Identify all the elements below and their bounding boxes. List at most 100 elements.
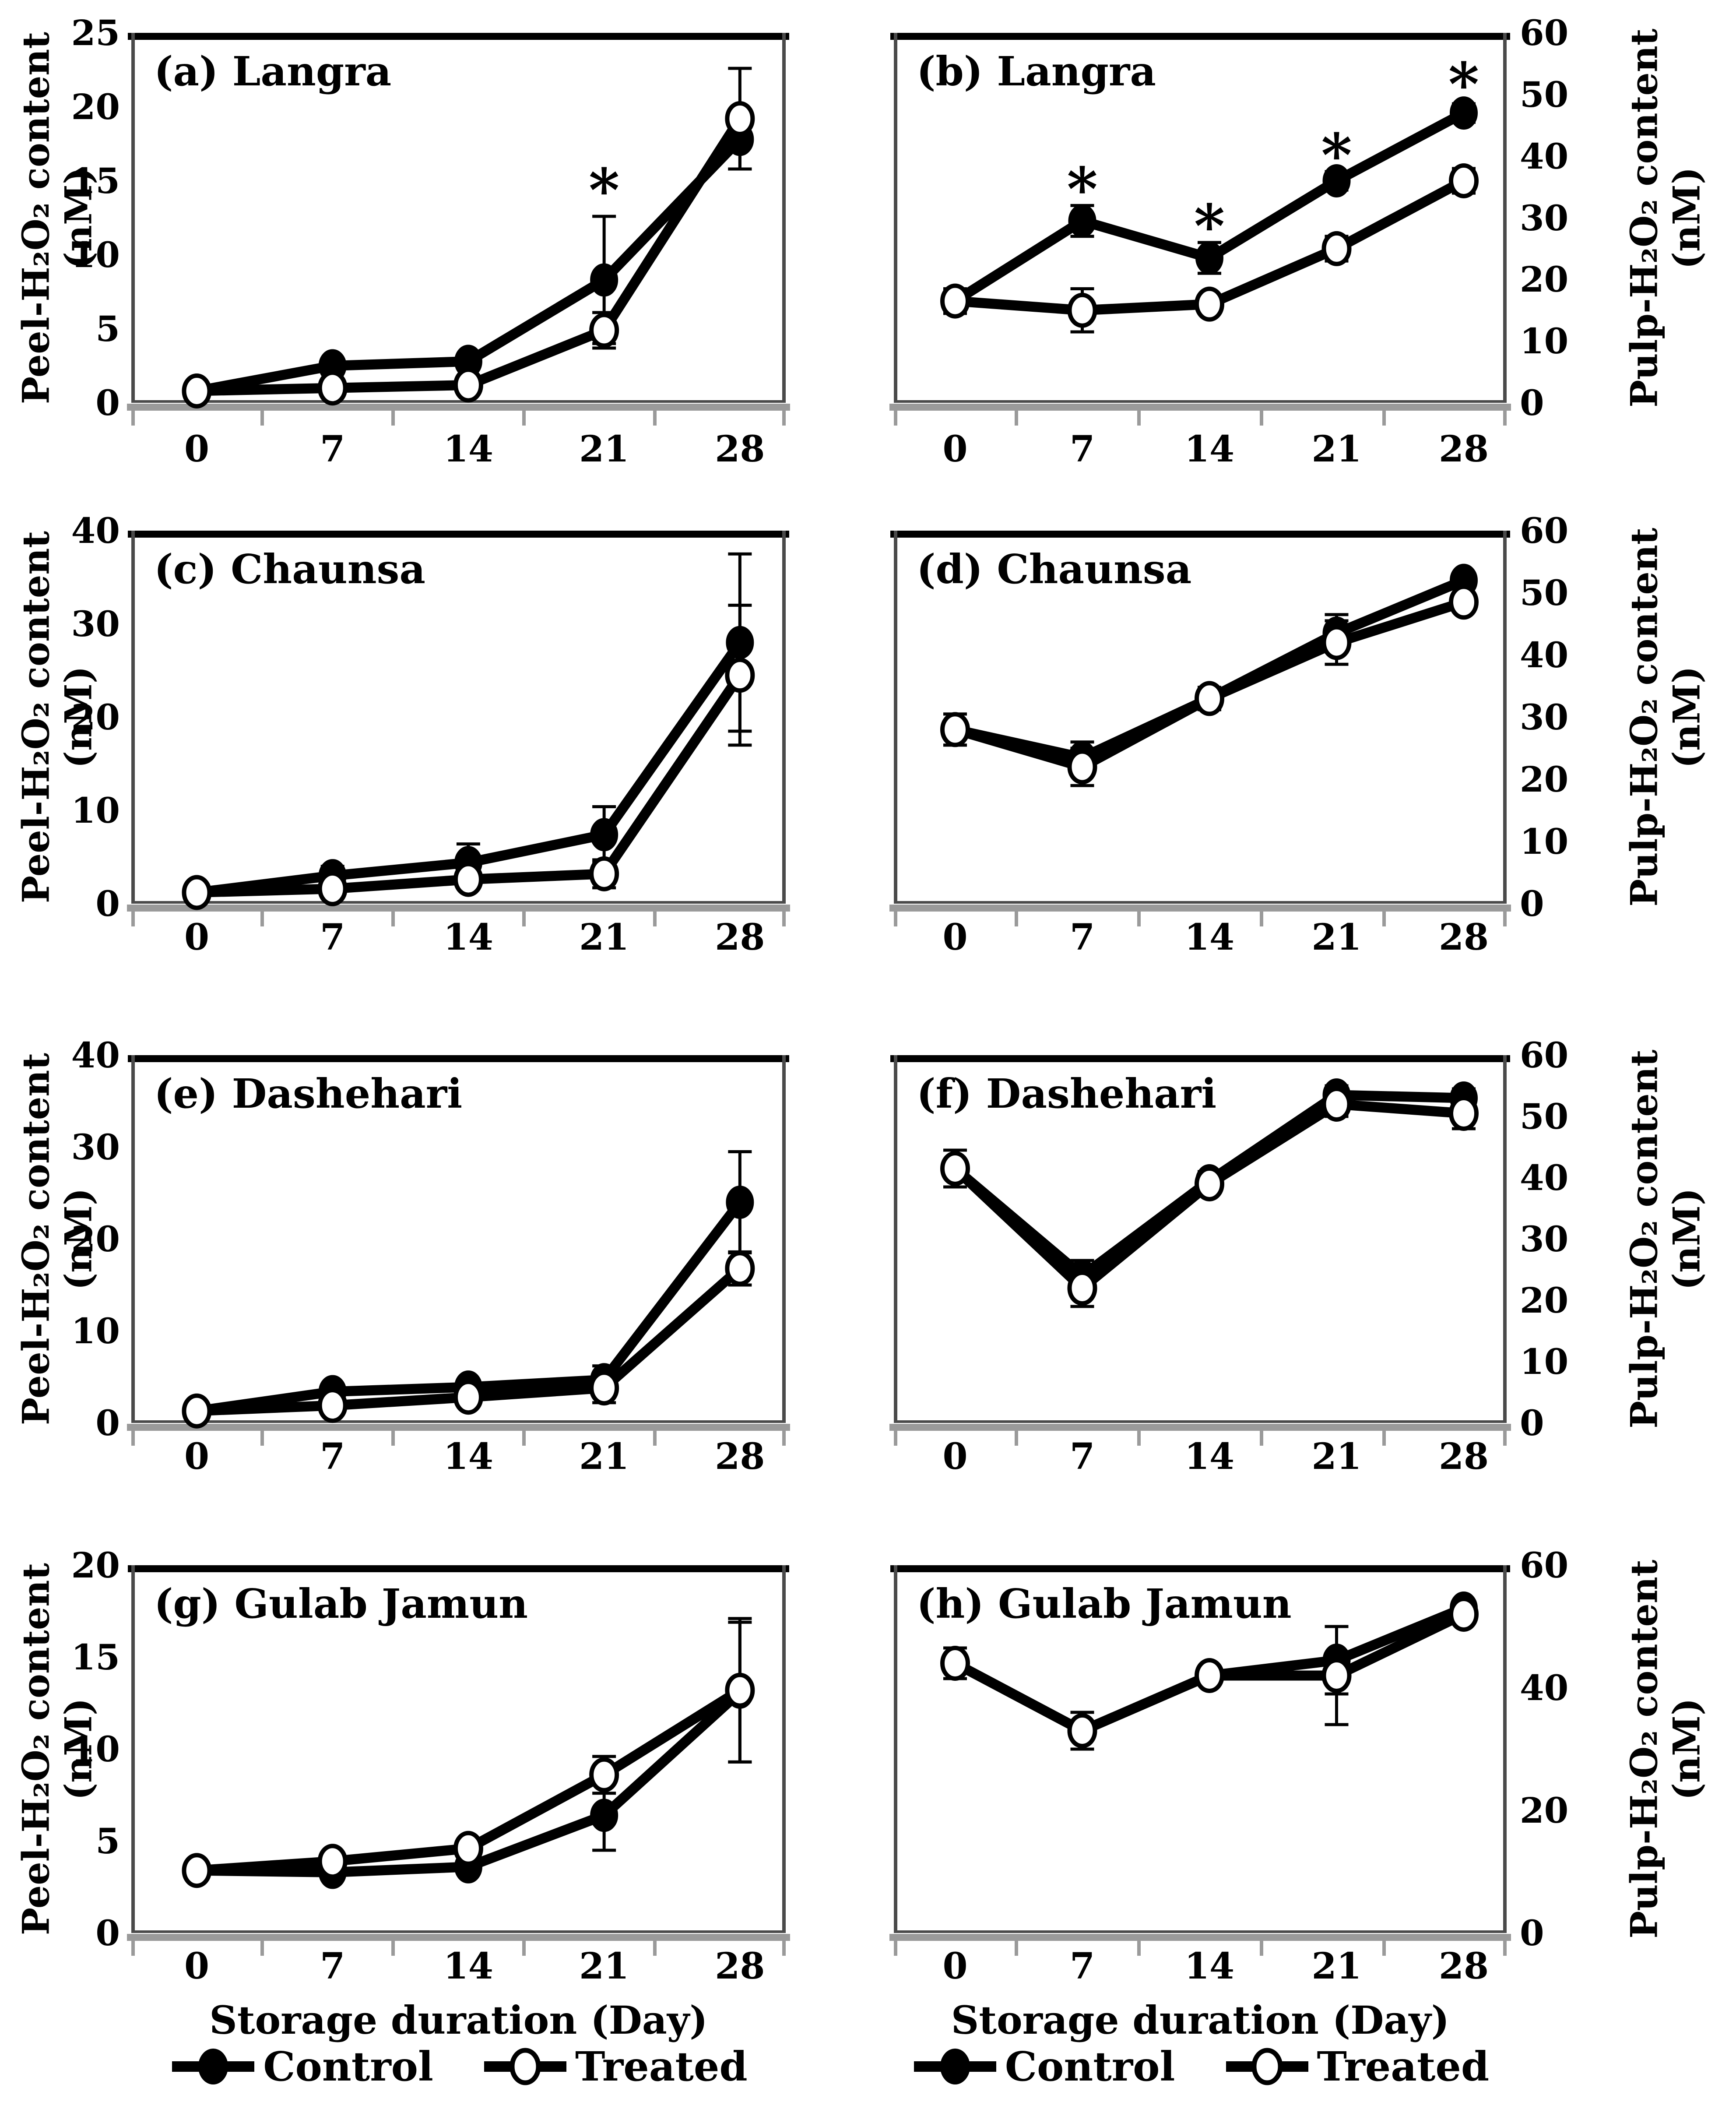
x-tick-label: 0 xyxy=(184,1945,210,1987)
panel-title: (g) Gulab Jamun xyxy=(154,1580,528,1627)
x-axis-ticks: 0 7 14 21 28 xyxy=(131,919,786,963)
x-axis-ticks: 0 7 14 21 28 xyxy=(131,1948,786,1992)
y-tick-label: 20 xyxy=(71,1545,120,1586)
chart-canvas xyxy=(127,1055,790,1446)
y-tick-label: 30 xyxy=(71,1127,120,1168)
x-tick-label: 14 xyxy=(443,428,493,470)
x-tick-label: 14 xyxy=(1184,428,1235,470)
panel-title: (b) Langra xyxy=(917,48,1156,95)
y-tick-label: 40 xyxy=(71,510,120,551)
y-axis-label-pulp: Pulp-H₂O₂ content (nM) xyxy=(1598,528,1733,907)
y-tick-label: 10 xyxy=(1520,1341,1569,1382)
chart-canvas xyxy=(889,1055,1511,1446)
y-tick-label: 20 xyxy=(1520,259,1569,300)
y-tick-label: 20 xyxy=(1520,759,1569,800)
x-tick-label: 28 xyxy=(1438,1945,1489,1987)
x-tick-label: 21 xyxy=(1311,916,1362,958)
y-tick-label: 60 xyxy=(1520,1035,1569,1076)
chart-canvas xyxy=(889,531,1511,926)
x-tick-label: 28 xyxy=(715,1945,765,1987)
x-tick-label: 7 xyxy=(320,1436,345,1478)
chart-canvas xyxy=(889,1565,1511,1956)
x-axis-ticks: 0 7 14 21 28 xyxy=(894,919,1507,963)
y-tick-label: 40 xyxy=(1520,634,1569,676)
y-tick-label: 40 xyxy=(71,1035,120,1076)
y-tick-label: 20 xyxy=(1520,1790,1569,1831)
y-tick-label: 50 xyxy=(1520,1096,1569,1137)
x-tick-label: 28 xyxy=(715,916,765,958)
legend-label-treated: Treated xyxy=(575,2043,748,2090)
x-tick-label: 14 xyxy=(1184,1945,1235,1987)
plot-area: * (a) Langra xyxy=(127,33,790,426)
y-axis-label-text: Pulp-H₂O₂ content xyxy=(1622,1560,1666,1939)
x-axis-ticks: 0 7 14 21 28 xyxy=(894,431,1507,475)
control-marker-icon xyxy=(914,2049,996,2084)
y-tick-label: 5 xyxy=(95,1820,120,1862)
y-tick-label: 15 xyxy=(71,1637,120,1678)
y-axis-ticks: 0 10 20 30 40 xyxy=(34,1038,120,1440)
x-tick-label: 28 xyxy=(1438,428,1489,470)
y-tick-label: 0 xyxy=(95,1912,120,1954)
y-tick-label: 20 xyxy=(71,1218,120,1260)
plot-area: (g) Gulab Jamun xyxy=(127,1565,790,1956)
x-axis-ticks: 0 7 14 21 28 xyxy=(131,1439,786,1482)
treated-marker-icon xyxy=(484,2048,566,2085)
panel-title: (c) Chaunsa xyxy=(154,546,426,593)
x-tick-label: 21 xyxy=(1311,1436,1362,1478)
plot-area: (c) Chaunsa xyxy=(127,531,790,926)
chart-canvas: * xyxy=(127,33,790,426)
legend: Control Treated xyxy=(131,2046,786,2088)
x-tick-label: 21 xyxy=(1311,428,1362,470)
plot-area: * * * * (b) Langra xyxy=(889,33,1511,426)
x-axis-ticks: 0 7 14 21 28 xyxy=(894,1948,1507,1992)
x-tick-label: 7 xyxy=(1069,428,1095,470)
y-tick-label: 0 xyxy=(1520,1402,1544,1444)
plot-area: (h) Gulab Jamun xyxy=(889,1565,1511,1956)
y-tick-label: 0 xyxy=(1520,883,1544,924)
x-tick-label: 0 xyxy=(942,916,968,958)
x-tick-label: 0 xyxy=(942,1436,968,1478)
x-axis-ticks: 0 7 14 21 28 xyxy=(131,431,786,475)
y-tick-label: 0 xyxy=(95,1402,120,1444)
y-tick-label: 5 xyxy=(95,308,120,349)
y-tick-label: 10 xyxy=(71,1310,120,1352)
panel-title: (e) Dashehari xyxy=(154,1070,463,1117)
y-tick-label: 10 xyxy=(71,234,120,275)
significance-asterisk: * xyxy=(1321,120,1352,190)
x-tick-label: 14 xyxy=(1184,1436,1235,1478)
x-tick-label: 21 xyxy=(579,1945,629,1987)
y-tick-label: 30 xyxy=(1520,1218,1569,1260)
y-axis-label-pulp: Pulp-H₂O₂ content (nM) xyxy=(1598,1049,1733,1428)
significance-asterisk: * xyxy=(1067,154,1098,224)
control-marker-icon xyxy=(172,2049,255,2084)
y-axis-unit: (nM) xyxy=(1665,1698,1708,1800)
chart-canvas xyxy=(127,1565,790,1956)
significance-asterisk: * xyxy=(1448,49,1479,119)
y-tick-label: 60 xyxy=(1520,12,1569,53)
y-axis-ticks: 0 10 20 30 40 50 60 xyxy=(1520,1038,1607,1440)
treated-marker-icon xyxy=(1226,2048,1308,2085)
x-tick-label: 7 xyxy=(1069,916,1095,958)
y-tick-label: 30 xyxy=(1520,697,1569,738)
x-tick-label: 14 xyxy=(443,1436,493,1478)
y-axis-label-pulp: Pulp-H₂O₂ content (nM) xyxy=(1598,1560,1733,1938)
y-tick-label: 40 xyxy=(1520,135,1569,177)
y-axis-label-pulp: Pulp-H₂O₂ content (nM) xyxy=(1598,28,1733,407)
panel-title: (d) Chaunsa xyxy=(917,546,1192,593)
y-tick-label: 30 xyxy=(71,603,120,644)
significance-asterisk: * xyxy=(589,155,620,225)
panel-title: (f) Dashehari xyxy=(917,1070,1217,1117)
y-tick-label: 0 xyxy=(1520,382,1544,423)
x-tick-label: 7 xyxy=(320,1945,345,1987)
x-tick-label: 28 xyxy=(715,1436,765,1478)
y-axis-label-text: Pulp-H₂O₂ content xyxy=(1622,528,1666,907)
panel-title: (h) Gulab Jamun xyxy=(917,1580,1292,1627)
y-tick-label: 30 xyxy=(1520,197,1569,239)
y-tick-label: 10 xyxy=(1520,821,1569,862)
plot-area: (d) Chaunsa xyxy=(889,531,1511,926)
y-axis-unit: (nM) xyxy=(1665,1188,1708,1290)
chart-canvas xyxy=(127,531,790,926)
plot-area: (f) Dashehari xyxy=(889,1055,1511,1446)
y-axis-ticks: 0 20 40 60 xyxy=(1520,1548,1607,1951)
